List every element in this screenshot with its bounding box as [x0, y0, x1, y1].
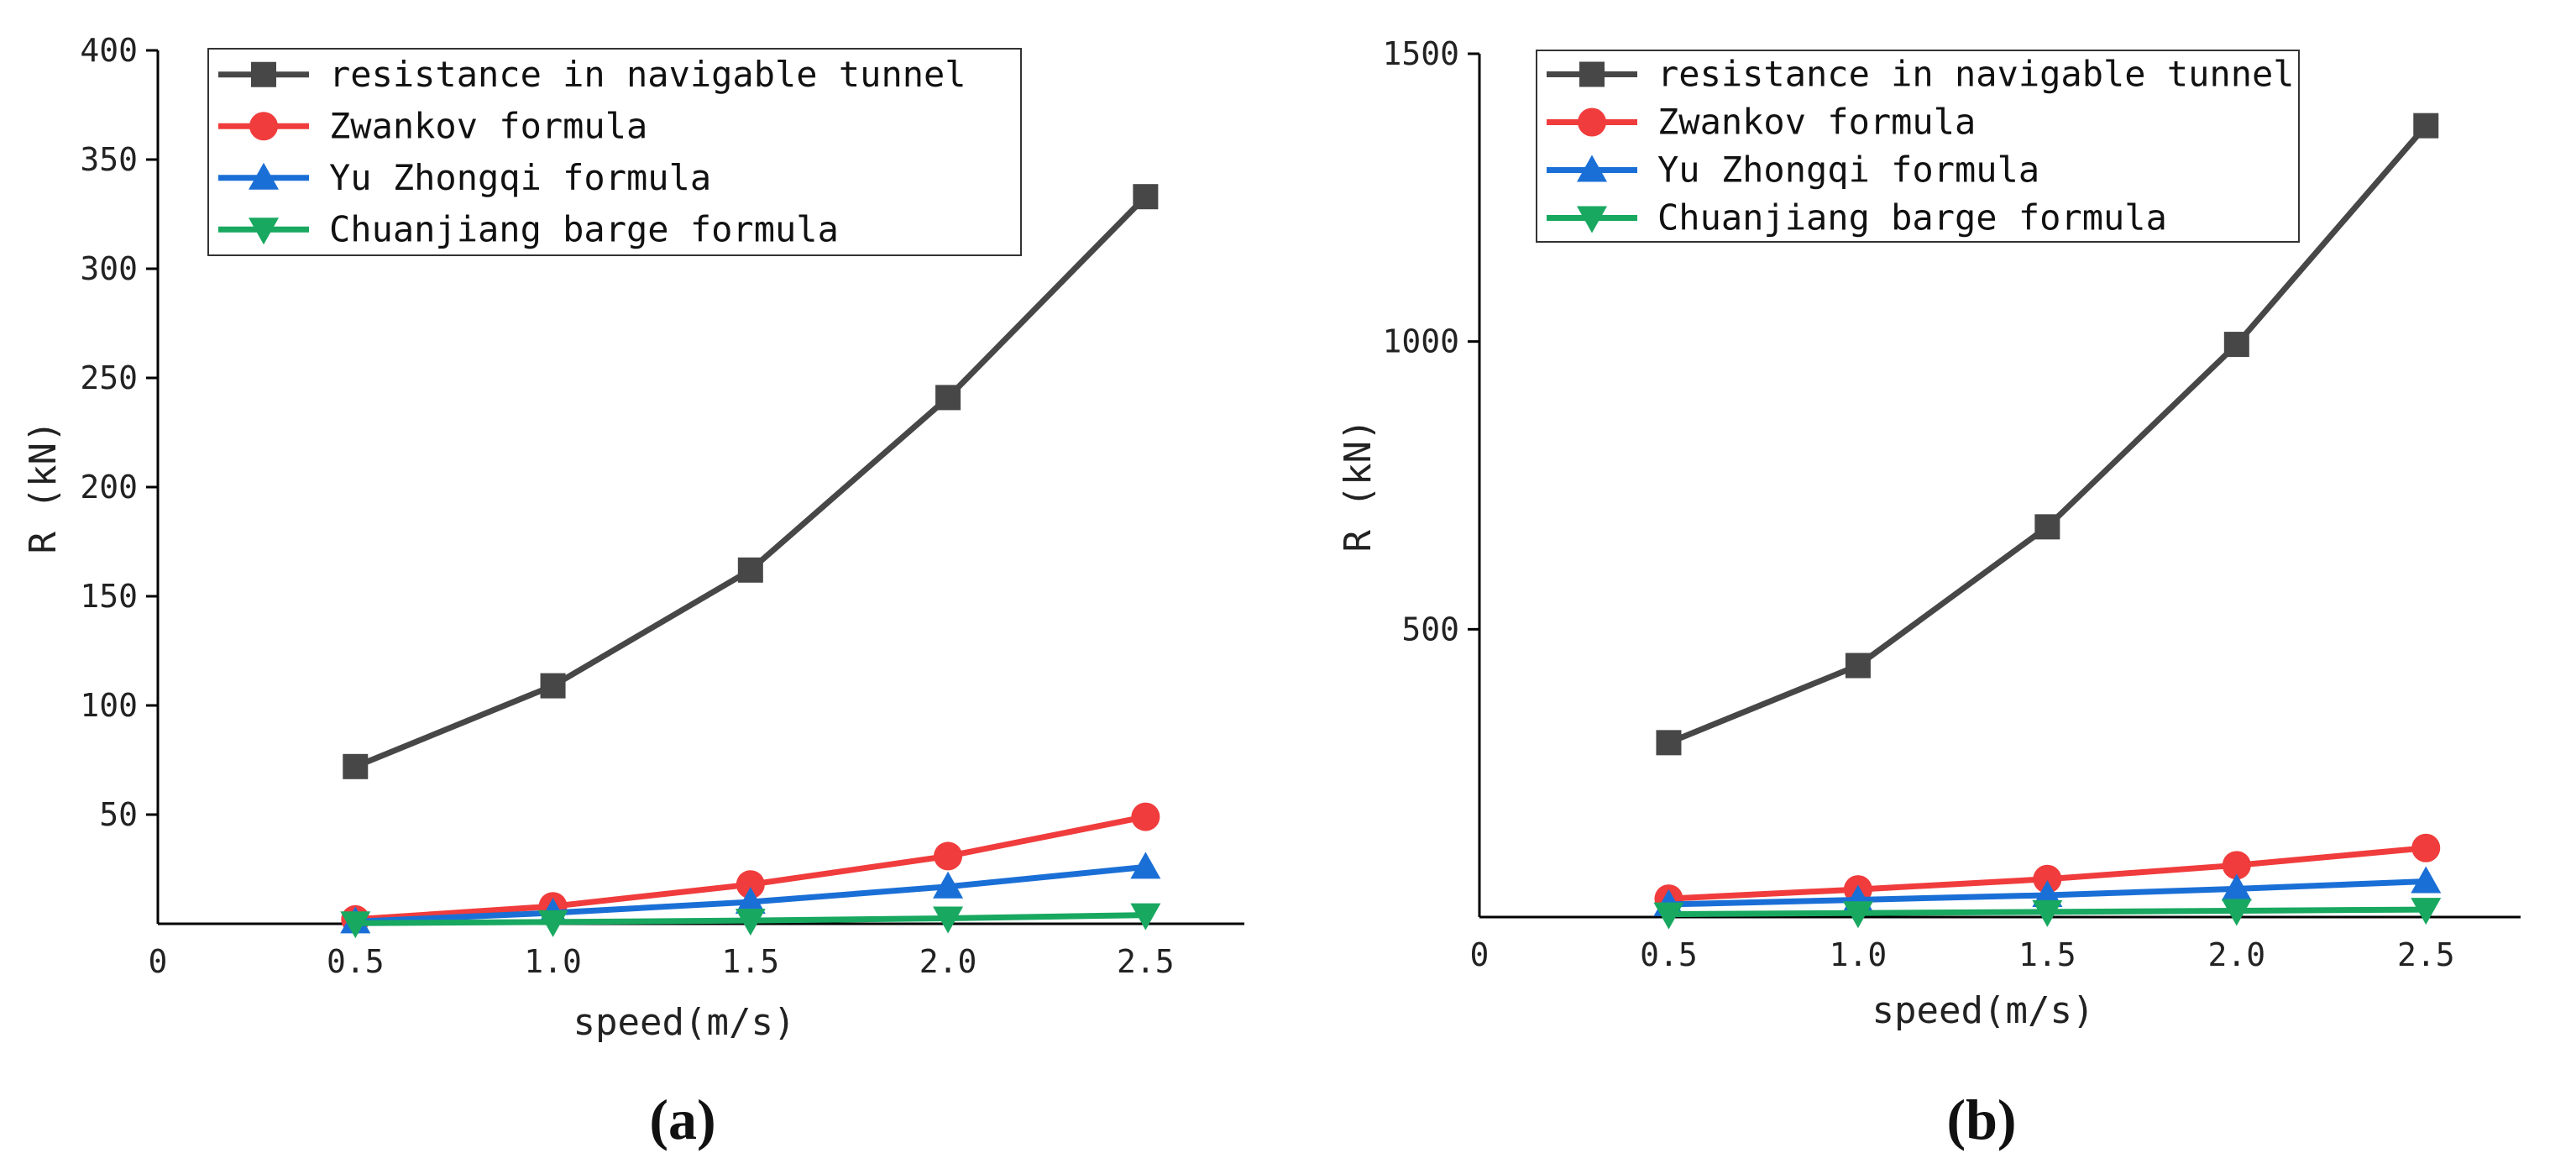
data-point-0-4 — [1133, 184, 1159, 210]
y-tick-label: 500 — [1401, 611, 1459, 647]
y-axis-title: R (kN) — [1337, 419, 1380, 553]
data-point-3-4 — [2411, 898, 2442, 925]
y-tick-label: 1500 — [1382, 35, 1459, 72]
legend-swatch-marker — [249, 218, 279, 245]
x-tick-label: 0.5 — [327, 943, 385, 980]
data-point-2-4 — [2411, 866, 2442, 894]
data-point-0-0 — [343, 753, 369, 779]
y-tick-label: 350 — [80, 141, 138, 178]
series-1 — [1654, 833, 2441, 914]
data-point-2-4 — [1130, 852, 1161, 879]
series-3 — [340, 903, 1161, 939]
data-point-3-3 — [933, 906, 964, 934]
legend-entry: Zwankov formula — [1657, 102, 1976, 143]
chart-panel-b: 500 1000 1500 0 0.5 1.0 1.5 2.0 2.5 speed(m/s) R (… — [1337, 35, 2521, 1151]
data-point-2-3 — [2221, 873, 2252, 901]
data-point-3-3 — [2221, 899, 2252, 926]
y-tick-label: 50 — [99, 796, 138, 833]
legend-entry: Chuanjiang barge formula — [1657, 197, 2167, 239]
y-tick-label: 100 — [80, 687, 138, 724]
x-tick-label: 2.5 — [2397, 936, 2455, 973]
legend-entry: Chuanjiang barge formula — [329, 208, 839, 249]
data-point-3-0 — [1653, 902, 1684, 930]
legend-entry: Yu Zhongqi formula — [329, 157, 711, 198]
y-tick-label: 200 — [80, 469, 138, 506]
x-tick-label: 0.5 — [1640, 936, 1698, 973]
x-tick-label: 1.0 — [524, 943, 582, 980]
series-3 — [1653, 898, 2442, 930]
data-point-3-4 — [1130, 903, 1161, 930]
x-tick-label: 1.5 — [721, 943, 779, 980]
legend-swatch-marker — [249, 112, 278, 141]
series-0 — [343, 184, 1159, 779]
y-tick-label: 400 — [80, 32, 138, 69]
data-point-3-2 — [2032, 899, 2063, 927]
data-point-0-3 — [2223, 332, 2249, 358]
data-point-1-3 — [934, 841, 963, 871]
data-point-1-2 — [736, 870, 765, 899]
data-point-1-4 — [1131, 802, 1160, 831]
legend: resistance in navigable tunnel Zwankov fo… — [1536, 50, 2300, 243]
legend-entry: Zwankov formula — [329, 105, 647, 146]
legend-entry: Yu Zhongqi formula — [1657, 149, 2039, 191]
data-point-0-1 — [1845, 653, 1871, 679]
legend-swatch-marker — [1578, 107, 1606, 137]
legend: resistance in navigable tunnel Zwankov fo… — [207, 48, 1022, 256]
x-tick-label: 0 — [1470, 936, 1490, 973]
data-point-1-2 — [2033, 864, 2062, 894]
x-tick-label: 1.0 — [1830, 936, 1887, 973]
data-point-3-2 — [735, 909, 766, 936]
x-tick-label: 2.5 — [1117, 943, 1175, 980]
data-point-0-0 — [1656, 730, 1682, 756]
data-point-0-1 — [540, 673, 566, 699]
x-tick-label: 2.0 — [2207, 936, 2265, 973]
data-point-3-1 — [537, 910, 568, 937]
legend-swatch-marker — [1577, 206, 1607, 233]
y-tick-label: 1000 — [1382, 323, 1459, 360]
x-axis-title: speed(m/s) — [573, 1001, 796, 1044]
x-tick-label: 2.0 — [919, 943, 977, 980]
panel-label: (a) — [649, 1088, 715, 1151]
data-point-0-3 — [935, 385, 961, 411]
panel-label: (b) — [1946, 1088, 2016, 1151]
data-point-2-3 — [933, 871, 964, 899]
data-point-1-3 — [2222, 851, 2251, 880]
x-axis-title: speed(m/s) — [1872, 989, 2095, 1032]
legend-swatch-marker — [249, 162, 279, 190]
x-tick-label: 0 — [149, 943, 168, 980]
legend-box — [207, 48, 1022, 256]
y-axis-title: R (kN) — [22, 421, 65, 554]
data-point-3-0 — [340, 911, 371, 939]
data-point-1-4 — [2411, 833, 2441, 862]
legend-box — [1536, 50, 2300, 243]
y-tick-label: 300 — [80, 250, 138, 287]
legend-swatch-marker — [1577, 155, 1607, 182]
legend-entry: resistance in navigable tunnel — [1657, 54, 2295, 95]
y-tick-label: 250 — [80, 359, 138, 396]
data-point-0-2 — [737, 557, 763, 583]
legend-swatch-marker — [251, 61, 276, 87]
legend-swatch-marker — [1579, 61, 1605, 87]
x-tick-label: 1.5 — [2018, 936, 2076, 973]
data-point-0-4 — [2413, 113, 2439, 139]
data-point-2-2 — [735, 887, 766, 914]
chart-panel-a: 50 100 150 200 250 300 350 400 0 0.5 1.0 1.5 2.0 2.5 s… — [22, 32, 1244, 1151]
legend-entry: resistance in navigable tunnel — [329, 54, 966, 95]
data-point-3-1 — [1842, 901, 1873, 929]
data-point-0-2 — [2034, 514, 2060, 540]
series-0 — [1656, 113, 2439, 756]
y-tick-label: 150 — [80, 578, 138, 615]
series-line-0 — [353, 194, 1148, 770]
